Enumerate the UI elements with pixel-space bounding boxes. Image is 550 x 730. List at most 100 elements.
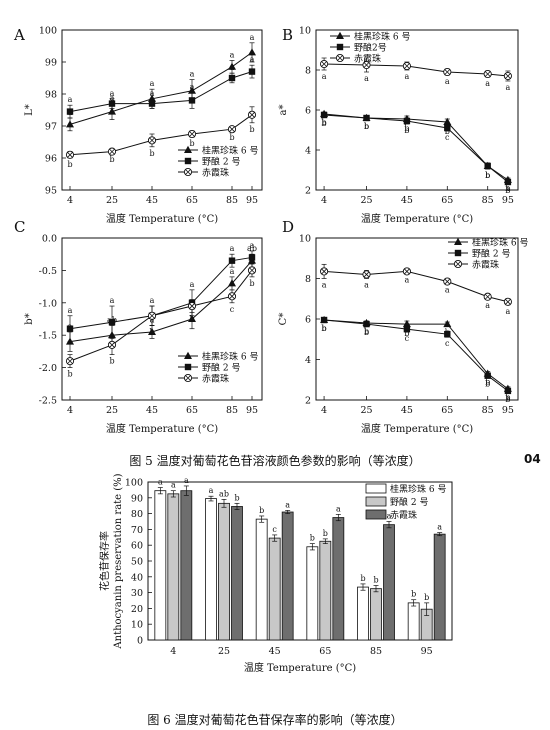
bar <box>167 493 180 641</box>
y-tick-label: 60 <box>131 541 143 552</box>
bar <box>218 502 230 641</box>
data-point <box>402 267 411 276</box>
data-point <box>228 62 236 70</box>
data-point-cross <box>363 271 370 278</box>
data-point <box>66 120 74 128</box>
significance-label: a <box>230 50 235 59</box>
data-point <box>247 110 257 119</box>
y-tick-label: -1.0 <box>39 298 57 309</box>
y-tick-label: -2.5 <box>39 396 57 407</box>
legend-label: 桂黑珍珠 6 号 <box>354 31 410 43</box>
series-1: a a a a a a <box>66 241 256 343</box>
significance-label: a <box>437 523 442 532</box>
x-tick-label: 25 <box>106 195 118 206</box>
x-tick-label: 65 <box>441 195 453 206</box>
data-point <box>107 147 117 156</box>
data-point <box>402 319 411 328</box>
data-point-cross <box>321 61 327 67</box>
x-tick-label: 4 <box>67 405 73 416</box>
y-tick-label: 6 <box>305 106 311 117</box>
significance-label: a <box>250 33 255 42</box>
x-tick-label: 4 <box>67 195 73 206</box>
legend-label: 赤霞珠 <box>390 509 417 521</box>
data-point <box>483 69 492 79</box>
legend-marker-cross <box>185 169 191 175</box>
data-point-cross <box>149 137 155 144</box>
bar <box>268 537 281 641</box>
bar <box>255 518 268 641</box>
data-point <box>188 86 196 94</box>
y-tick-label: 70 <box>131 525 143 536</box>
data-point <box>147 136 157 145</box>
y-tick-label: 10 <box>299 234 311 245</box>
significance-label: b <box>404 126 409 135</box>
significance-label: a <box>250 55 255 64</box>
data-point-cross <box>229 293 235 300</box>
x-tick-label: 25 <box>360 195 372 206</box>
significance-label: a <box>230 63 235 72</box>
significance-label: b <box>322 324 327 333</box>
data-point <box>228 257 236 264</box>
significance-label: ab <box>247 244 257 253</box>
significance-label: a <box>322 72 327 81</box>
x-tick-label: 45 <box>146 405 158 416</box>
y-tick-label: 10 <box>131 620 143 631</box>
panel-letter-d: D <box>282 218 294 236</box>
data-point-cross <box>109 342 115 348</box>
y-tick-label: 20 <box>131 604 143 615</box>
series-line <box>69 51 253 125</box>
significance-label: b <box>67 370 72 379</box>
significance-label: a <box>190 82 195 91</box>
bar <box>433 533 446 641</box>
y-tick-label: 2 <box>305 186 311 197</box>
significance-label: a <box>485 301 490 310</box>
data-point <box>108 107 116 115</box>
x-axis-label: 温度 Temperature (°C) <box>244 661 356 674</box>
significance-label: b <box>109 357 114 366</box>
data-point-cross <box>67 152 73 158</box>
significance-label: c <box>272 525 277 534</box>
x-tick-label: 65 <box>186 195 198 206</box>
significance-label: a <box>150 79 155 88</box>
data-point <box>188 314 196 322</box>
data-point <box>363 114 370 122</box>
data-point <box>227 125 237 134</box>
legend-swatch <box>365 483 387 494</box>
data-point-cross <box>444 69 451 75</box>
panel-letter-c: C <box>14 218 25 236</box>
legend-marker-cross <box>337 55 343 61</box>
significance-label: b <box>485 378 490 387</box>
legend-label: 野酿 2 号 <box>472 248 510 260</box>
series-line <box>69 260 253 343</box>
panel-letter-b: B <box>282 26 293 44</box>
data-point-cross <box>249 267 255 274</box>
significance-label: c <box>230 305 235 314</box>
data-point-cross <box>363 62 370 68</box>
significance-label: b <box>485 171 490 180</box>
significance-label: b <box>189 139 194 148</box>
legend-marker <box>453 259 463 269</box>
significance-label: a <box>387 512 392 521</box>
x-tick-label: 65 <box>319 646 331 657</box>
series-2: a a a a a a <box>320 263 512 316</box>
x-tick-label: 85 <box>226 195 238 206</box>
legend-marker <box>184 145 192 153</box>
data-point-cross <box>444 278 451 285</box>
data-point <box>443 117 452 125</box>
significance-label: a <box>190 280 195 289</box>
significance-label: a <box>445 77 450 86</box>
y-tick-label: 50 <box>131 557 143 568</box>
data-point <box>444 330 451 338</box>
data-point <box>66 325 74 332</box>
data-point <box>108 319 116 326</box>
x-tick-label: 95 <box>421 646 433 657</box>
significance-label: b <box>149 327 154 336</box>
y-tick-label: 100 <box>39 26 57 37</box>
legend-label: 赤霞珠 <box>202 373 229 385</box>
significance-label: a <box>506 83 511 92</box>
y-tick-label: 90 <box>131 493 143 504</box>
